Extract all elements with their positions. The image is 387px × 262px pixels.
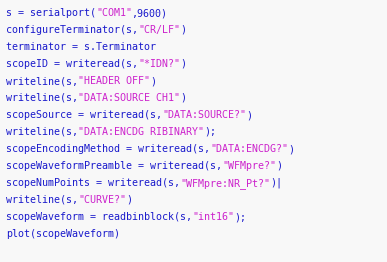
Text: "DATA:SOURCE CH1": "DATA:SOURCE CH1" <box>78 93 180 103</box>
Text: ): ) <box>288 144 294 154</box>
Text: configureTerminator(s,: configureTerminator(s, <box>6 25 138 35</box>
Text: "COM1": "COM1" <box>96 8 132 18</box>
Text: ): ) <box>180 25 186 35</box>
Text: ,9600): ,9600) <box>132 8 168 18</box>
Text: ): ) <box>246 110 252 120</box>
Text: scopeWaveform = readbinblock(s,: scopeWaveform = readbinblock(s, <box>6 212 192 222</box>
Text: terminator = s.Terminator: terminator = s.Terminator <box>6 42 156 52</box>
Text: "DATA:SOURCE?": "DATA:SOURCE?" <box>162 110 246 120</box>
Text: writeline(s,: writeline(s, <box>6 195 78 205</box>
Text: scopeEncodingMethod = writeread(s,: scopeEncodingMethod = writeread(s, <box>6 144 210 154</box>
Text: );: ); <box>234 212 246 222</box>
Text: "DATA:ENCDG?": "DATA:ENCDG?" <box>210 144 288 154</box>
Text: ): ) <box>180 59 186 69</box>
Text: "DATA:ENCDG RIBINARY": "DATA:ENCDG RIBINARY" <box>78 127 204 137</box>
Text: s = serialport(: s = serialport( <box>6 8 96 18</box>
Text: ): ) <box>180 93 186 103</box>
Text: "HEADER OFF": "HEADER OFF" <box>78 76 150 86</box>
Text: ): ) <box>276 161 282 171</box>
Text: "WFMpre:NR_Pt?": "WFMpre:NR_Pt?" <box>180 178 270 189</box>
Text: "CR/LF": "CR/LF" <box>138 25 180 35</box>
Text: )|: )| <box>270 178 282 188</box>
Text: writeline(s,: writeline(s, <box>6 76 78 86</box>
Text: writeline(s,: writeline(s, <box>6 127 78 137</box>
Text: "CURVE?": "CURVE?" <box>78 195 126 205</box>
Text: "WFMpre?": "WFMpre?" <box>222 161 276 171</box>
Text: plot(scopeWaveform): plot(scopeWaveform) <box>6 229 120 239</box>
Text: );: ); <box>204 127 216 137</box>
Text: scopeSource = writeread(s,: scopeSource = writeread(s, <box>6 110 162 120</box>
Text: "int16": "int16" <box>192 212 234 222</box>
Text: scopeNumPoints = writeread(s,: scopeNumPoints = writeread(s, <box>6 178 180 188</box>
Text: ): ) <box>126 195 132 205</box>
Text: scopeID = writeread(s,: scopeID = writeread(s, <box>6 59 138 69</box>
Text: ): ) <box>150 76 156 86</box>
Text: scopeWaveformPreamble = writeread(s,: scopeWaveformPreamble = writeread(s, <box>6 161 222 171</box>
Text: "*IDN?": "*IDN?" <box>138 59 180 69</box>
Text: writeline(s,: writeline(s, <box>6 93 78 103</box>
